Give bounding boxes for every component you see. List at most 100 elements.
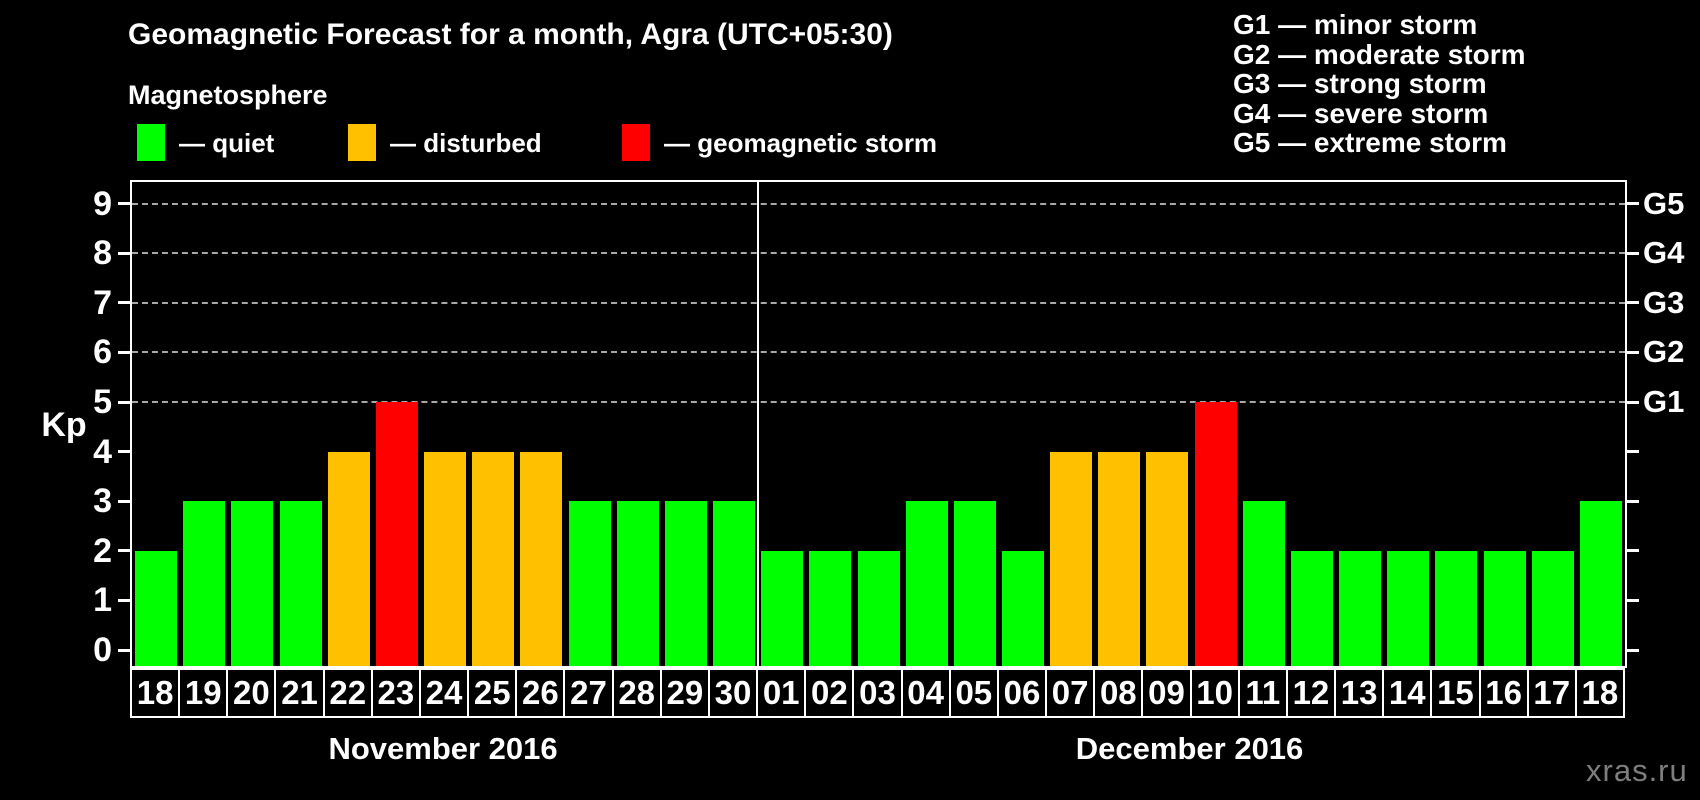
day-label-november-26: 26: [515, 668, 566, 718]
kp-bar-november-25: [472, 451, 515, 666]
day-label-december-02: 02: [804, 668, 855, 718]
kp-bar-december-16: [1483, 550, 1526, 666]
day-label-december-17: 17: [1526, 668, 1577, 718]
day-label-november-21: 21: [274, 668, 325, 718]
kp-bar-december-12: [1290, 550, 1333, 666]
day-label-december-01: 01: [756, 668, 807, 718]
plot-area: [130, 180, 1627, 668]
kp-bar-november-20: [231, 501, 274, 666]
right-tick-9: [1627, 202, 1639, 206]
right-axis-label-g5: G5: [1643, 185, 1685, 221]
day-label-december-08: 08: [1093, 668, 1144, 718]
storm-scale-entry: G4 — severe storm: [1233, 97, 1489, 129]
y-tick-5: [118, 400, 130, 404]
right-tick-1: [1627, 598, 1639, 602]
day-label-december-18: 18: [1574, 668, 1625, 718]
y-tick-1: [118, 598, 130, 602]
legend-label-quiet: — quiet: [179, 128, 275, 158]
y-tick-7: [118, 301, 130, 305]
day-label-november-24: 24: [418, 668, 470, 718]
kp-bar-december-18: [1579, 501, 1622, 666]
kp-bar-november-19: [183, 501, 226, 666]
y-tick-label-8: 8: [93, 234, 112, 273]
kp-bar-december-03: [857, 550, 900, 666]
day-label-december-10: 10: [1189, 668, 1240, 718]
disturbed-swatch-icon: [348, 124, 376, 161]
day-label-november-19: 19: [178, 668, 229, 718]
legend-label-storm: — geomagnetic storm: [664, 128, 938, 158]
kp-bar-december-13: [1339, 550, 1382, 666]
right-axis-label-g3: G3: [1643, 284, 1685, 320]
day-label-december-12: 12: [1285, 668, 1337, 718]
day-label-december-11: 11: [1237, 668, 1288, 718]
day-label-december-13: 13: [1334, 668, 1385, 718]
y-tick-3: [118, 499, 130, 503]
kp-bar-november-27: [568, 501, 611, 666]
y-tick-label-7: 7: [93, 283, 112, 322]
kp-bar-december-14: [1387, 550, 1430, 666]
kp-bar-november-22: [327, 451, 370, 666]
y-tick-label-5: 5: [93, 383, 112, 421]
day-label-december-16: 16: [1478, 668, 1529, 718]
month-label-november: November 2016: [328, 731, 558, 766]
kp-bar-december-15: [1435, 550, 1478, 666]
gridline-kp9: [132, 202, 1625, 205]
legend-label-disturbed: — disturbed: [390, 128, 542, 158]
watermark: xras.ru: [1586, 753, 1688, 788]
gridline-kp6: [132, 351, 1625, 354]
right-tick-2: [1627, 549, 1639, 553]
day-label-december-03: 03: [852, 668, 903, 718]
kp-bar-november-29: [664, 501, 707, 666]
right-axis-label-g2: G2: [1643, 334, 1685, 370]
kp-bar-december-02: [809, 550, 852, 666]
day-label-november-27: 27: [563, 668, 614, 718]
day-label-december-15: 15: [1430, 668, 1481, 718]
right-tick-5: [1627, 400, 1639, 404]
y-tick-label-0: 0: [93, 631, 112, 669]
day-label-november-23: 23: [370, 668, 421, 718]
kp-bar-december-09: [1146, 451, 1189, 666]
legend-heading: Magnetosphere: [128, 80, 328, 110]
right-tick-4: [1627, 450, 1639, 454]
day-label-december-06: 06: [996, 668, 1048, 718]
kp-bar-december-07: [1050, 451, 1093, 666]
gridline-kp8: [132, 252, 1625, 255]
gridline-kp7: [132, 301, 1625, 304]
kp-bar-december-17: [1531, 550, 1574, 666]
y-tick-label-2: 2: [93, 531, 112, 570]
day-label-november-20: 20: [226, 668, 277, 718]
day-label-december-04: 04: [900, 668, 951, 718]
right-tick-6: [1627, 350, 1639, 354]
day-label-december-07: 07: [1045, 668, 1096, 718]
kp-bar-november-26: [520, 451, 563, 666]
quiet-swatch-icon: [137, 124, 165, 161]
kp-bar-december-06: [1001, 550, 1044, 666]
day-label-november-18: 18: [130, 668, 181, 718]
right-axis-label-g4: G4: [1643, 235, 1685, 271]
kp-bar-december-11: [1242, 501, 1285, 666]
kp-bar-november-23: [375, 402, 418, 666]
kp-bar-december-08: [1098, 451, 1141, 666]
day-label-november-29: 29: [659, 668, 710, 718]
chart-title: Geomagnetic Forecast for a month, Agra (…: [128, 18, 893, 51]
storm-swatch-icon: [622, 124, 650, 161]
kp-bar-december-04: [905, 501, 948, 666]
day-label-december-09: 09: [1141, 668, 1192, 718]
y-tick-0: [118, 648, 130, 652]
kp-bar-december-10: [1194, 402, 1237, 666]
y-tick-label-6: 6: [93, 333, 112, 372]
y-tick-4: [118, 450, 130, 454]
storm-scale-legend: G1 — minor storm G2 — moderate storm G3 — …: [1233, 10, 1526, 158]
right-tick-7: [1627, 301, 1639, 305]
storm-scale-entry: G2 — moderate storm: [1233, 38, 1526, 70]
kp-bar-november-18: [135, 550, 178, 666]
kp-bar-november-21: [279, 501, 322, 666]
kp-axis-title: Kp: [41, 406, 87, 444]
y-tick-6: [118, 350, 130, 354]
storm-scale-entry: G3 — strong storm: [1233, 68, 1487, 99]
month-divider: [757, 182, 760, 666]
right-tick-0: [1627, 648, 1639, 652]
y-tick-2: [118, 549, 130, 553]
storm-scale-entry: G5 — extreme storm: [1233, 127, 1507, 158]
day-label-december-05: 05: [948, 668, 999, 718]
